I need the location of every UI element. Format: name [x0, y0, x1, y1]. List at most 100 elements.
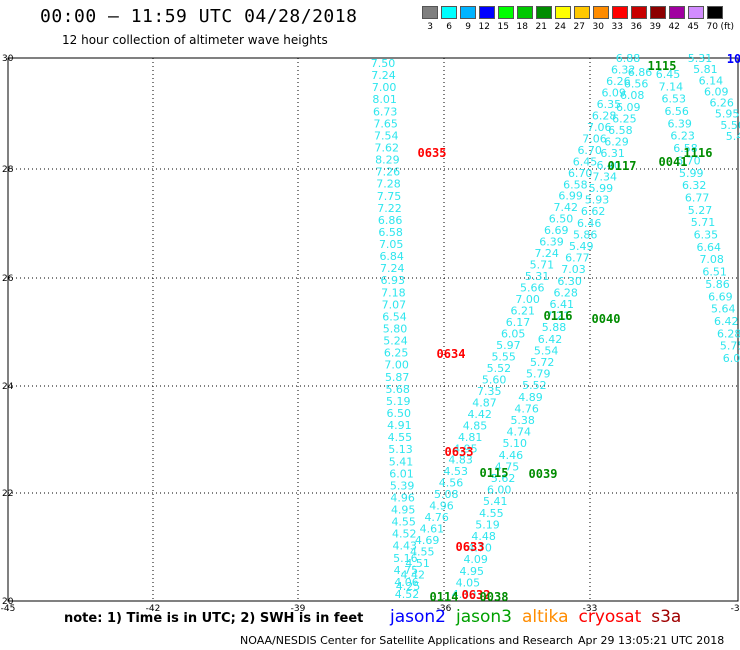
track-a-value: 6.58: [378, 226, 403, 239]
track-b-value: 4.53: [444, 465, 469, 478]
pass-time-label: 0040: [592, 312, 621, 326]
track-c-value: 4.75: [495, 460, 520, 473]
track-a-value: 7.07: [382, 298, 407, 311]
track-c-value: 7.21: [546, 310, 571, 323]
track-b-value: 5.66: [520, 282, 545, 295]
track-a-value: 4.95: [391, 504, 416, 517]
pass-time-label: 0117: [608, 159, 637, 173]
y-tick-label: 26: [2, 274, 14, 284]
track-b-value: 4.81: [458, 431, 483, 444]
track-c-value: 4.48: [471, 530, 496, 543]
track-d-value: 6.70: [676, 154, 701, 167]
track-c-value: 6.86: [628, 66, 653, 79]
track-c-value: 7.34: [593, 170, 618, 183]
track-e-value: 5.81: [693, 63, 718, 76]
pass-time-label: 1116: [684, 146, 713, 160]
track-c-value: 5.79: [526, 368, 551, 381]
track-e-value: 5.95: [715, 108, 740, 121]
track-e-value: 6.14: [699, 74, 724, 87]
track-a-value: 7.62: [375, 142, 400, 155]
track-d-value: 5.71: [691, 216, 716, 229]
track-c-value: 6.30: [557, 275, 582, 288]
track-b-value: 4.42: [401, 569, 426, 582]
track-d-value: 5.27: [688, 204, 713, 217]
satellite-altika: altika: [522, 607, 569, 627]
track-a-value: 8.01: [372, 93, 397, 106]
track-a-value: 4.96: [390, 492, 415, 505]
track-e-value: 6.26: [709, 97, 734, 110]
satellite-cryosat: cryosat: [578, 607, 642, 627]
satellite-s3a: s3a: [651, 607, 682, 627]
track-a-value: 8.29: [375, 154, 400, 167]
track-b-value: 4.87: [472, 396, 497, 409]
track-b-value: 4.55: [410, 546, 435, 559]
track-c-value: 5.93: [585, 194, 610, 207]
track-b-value: 6.28: [592, 109, 617, 122]
track-a-value: 5.16: [393, 552, 418, 565]
track-c-value: 6.62: [581, 205, 606, 218]
map-border: [7, 57, 739, 602]
track-b-value: 4.51: [405, 557, 430, 570]
y-tick-label: 24: [2, 382, 14, 392]
track-d-value: 6.53: [662, 93, 687, 106]
pass-time-label: 0633: [445, 445, 474, 459]
track-b-value: 6.45: [573, 155, 598, 168]
track-c-value: 6.40: [596, 159, 621, 172]
track-a-value: 5.24: [383, 335, 408, 348]
map-title: 00:00 — 11:59 UTC 04/28/2018: [40, 6, 358, 27]
track-a-value: 5.68: [385, 383, 410, 396]
track-a-value: 5.87: [385, 371, 410, 384]
track-b-value: 5.08: [434, 488, 459, 501]
track-d-value: 6.05: [723, 352, 740, 365]
track-c-value: 5.49: [569, 240, 594, 253]
legend-label: 3: [427, 22, 433, 32]
track-c-value: 6.29: [604, 136, 629, 149]
legend-label: 15: [497, 22, 509, 32]
track-c-value: 5.52: [522, 379, 547, 392]
pass-time-label: 0115: [480, 466, 509, 480]
track-a-value: 5.41: [389, 455, 414, 468]
track-c-value: 6.31: [600, 147, 625, 160]
track-b-value: 5.60: [482, 373, 507, 386]
track-d-value: 6.69: [708, 290, 733, 303]
track-a-value: 5.13: [388, 443, 413, 456]
legend-label: 9: [465, 22, 471, 32]
track-a-value: 7.24: [371, 69, 396, 82]
track-b-value: 6.50: [549, 213, 574, 226]
legend-unit: (ft): [720, 22, 734, 32]
track-b-value: 5.52: [487, 362, 512, 375]
track-c-value: 5.19: [475, 518, 500, 531]
pass-time-label: 0632: [462, 588, 491, 602]
wave-height-tracks: 7.507.247.008.016.737.657.547.628.297.26…: [371, 52, 740, 601]
track-c-value: 5.10: [503, 437, 528, 450]
track-c-value: 4.74: [507, 426, 532, 439]
track-a-value: 6.01: [389, 467, 414, 480]
track-e-value: 5.50: [720, 119, 740, 132]
legend-label: 30: [592, 22, 604, 32]
track-b-value: 6.21: [511, 305, 536, 318]
track-c-value: 5.41: [483, 495, 508, 508]
track-b-value: 4.95: [453, 442, 478, 455]
track-d-value: 7.08: [699, 253, 724, 266]
track-a-value: 7.65: [373, 117, 398, 130]
pass-time-label: 0114: [430, 590, 459, 604]
track-b-value: 6.17: [506, 316, 531, 329]
satellite-legend: jason2 jason3 altika cryosat s3a: [390, 607, 691, 627]
track-a-value: 6.25: [384, 347, 409, 360]
track-b-value: 4.42: [467, 408, 492, 421]
track-c-value: 6.25: [612, 112, 637, 125]
track-a-value: 4.91: [387, 419, 412, 432]
map-grid: [8, 58, 738, 601]
track-a-value: 6.50: [387, 407, 412, 420]
track-d-value: 6.64: [697, 241, 722, 254]
map-subtitle: 12 hour collection of altimeter wave hei…: [62, 33, 328, 47]
generated-timestamp: Apr 29 13:05:21 UTC 2018: [578, 634, 725, 647]
track-d-value: 6.35: [694, 229, 719, 242]
legend-swatch: [688, 6, 704, 19]
track-b-value: 6.26: [606, 75, 631, 88]
track-c-value: 6.41: [550, 298, 575, 311]
track-a-value: 7.50: [371, 57, 396, 70]
legend-swatch: [669, 6, 685, 19]
track-b-value: 7.06: [587, 121, 612, 134]
